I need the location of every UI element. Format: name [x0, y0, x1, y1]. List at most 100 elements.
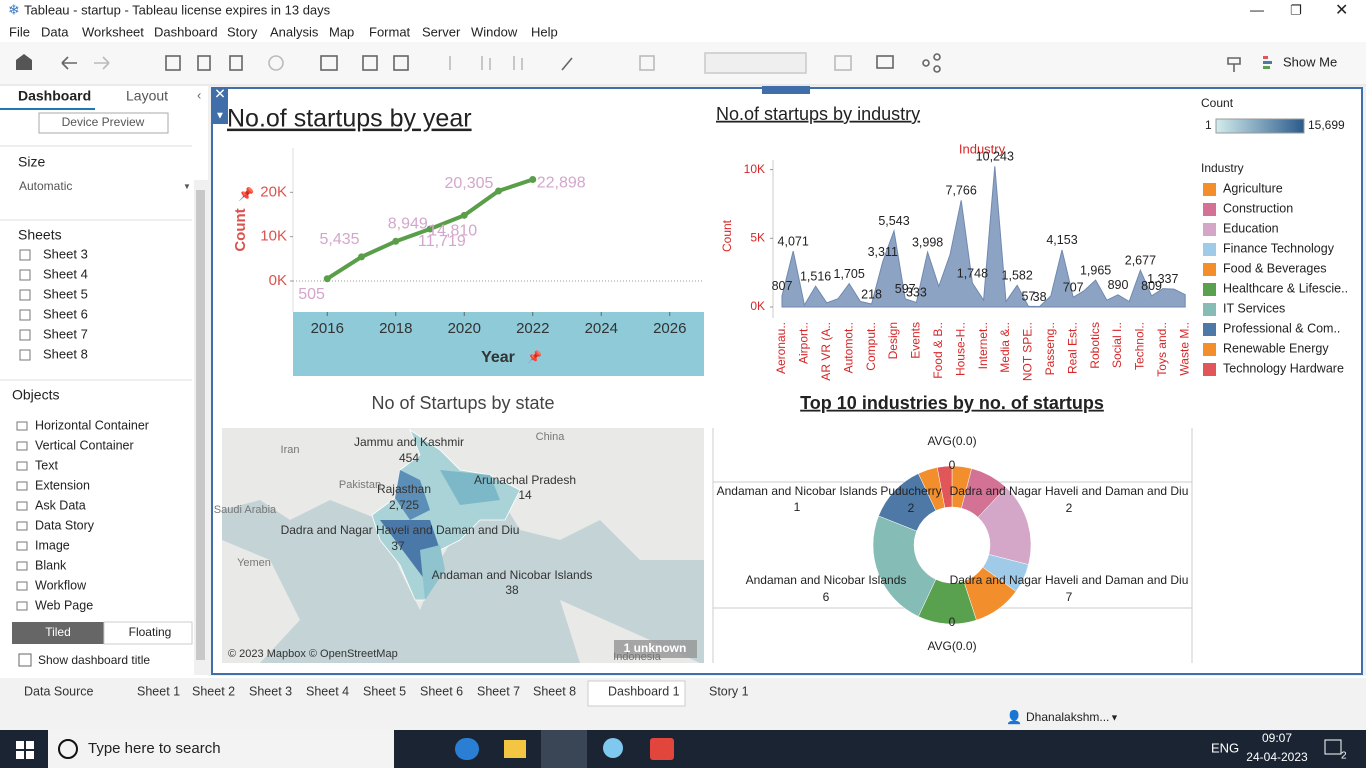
menu-item[interactable]: Worksheet — [82, 24, 144, 39]
legend-swatch — [1203, 243, 1216, 256]
sheet-item[interactable]: Sheet 3 — [43, 246, 88, 261]
sheet-item[interactable]: Sheet 7 — [43, 326, 88, 341]
sheet-item[interactable]: Sheet 4 — [43, 266, 88, 281]
menu-item[interactable]: Analysis — [270, 24, 319, 39]
active-tab[interactable] — [587, 680, 686, 707]
menu-item[interactable]: File — [9, 24, 30, 39]
data-label: 20,305 — [445, 175, 494, 192]
pin[interactable]: 📌 — [238, 185, 254, 201]
x-tick-label: Passeng.. — [1043, 322, 1057, 375]
x-tick-label: 2020 — [448, 320, 481, 337]
tab[interactable]: Sheet 2 — [192, 684, 235, 698]
sheet-icon — [19, 349, 31, 361]
search-box[interactable]: Type here to search — [88, 740, 221, 757]
object-item[interactable]: Workflow — [35, 578, 87, 592]
layout-mode[interactable]: Floating — [129, 625, 172, 639]
restore[interactable]: ❐ — [1290, 2, 1302, 17]
x-tick-label: Social I.. — [1110, 322, 1124, 368]
annotation: 2 — [908, 501, 915, 515]
menu-item[interactable]: Story — [227, 24, 258, 39]
x-tick-label: 2018 — [379, 320, 412, 337]
y-axis-title: Count — [232, 208, 249, 251]
device-preview[interactable]: Device Preview — [62, 115, 145, 129]
sheet-icon — [19, 269, 31, 281]
menu-item[interactable]: Map — [329, 24, 354, 39]
data-label: 1,582 — [1002, 269, 1033, 283]
tiled-button[interactable] — [12, 622, 104, 644]
language[interactable]: ENG — [1211, 740, 1239, 755]
unknown-indicator[interactable]: 1 unknown — [624, 641, 687, 655]
map-value: 37 — [391, 539, 405, 553]
menu-item[interactable]: Format — [369, 24, 411, 39]
data-label: 505 — [298, 286, 325, 303]
tab[interactable]: Sheet 8 — [533, 684, 576, 698]
floating-button[interactable] — [103, 621, 193, 645]
sheet-item[interactable]: Sheet 5 — [43, 286, 88, 301]
checkbox[interactable] — [18, 653, 32, 667]
clock-date[interactable]: 24-04-2023 — [1246, 750, 1308, 764]
object-icon — [16, 581, 28, 591]
object-item[interactable]: Blank — [35, 558, 67, 572]
size-dropdown[interactable]: Automatic — [19, 179, 72, 193]
window-title: Tableau - startup - Tableau license expi… — [24, 2, 331, 17]
object-item[interactable]: Extension — [35, 478, 90, 492]
tab[interactable]: Sheet 3 — [249, 684, 292, 698]
menu-item[interactable]: Help — [531, 24, 558, 39]
annotation: AVG(0.0) — [927, 639, 976, 653]
pie-slice — [936, 465, 953, 508]
x-tick-label: House-H.. — [953, 322, 967, 376]
chart-title: No.of startups by industry — [716, 104, 920, 124]
minimize[interactable]: — — [1250, 2, 1264, 18]
object-item[interactable]: Text — [35, 458, 58, 472]
object-item[interactable]: Data Story — [35, 518, 95, 532]
layout-mode[interactable]: Tiled — [45, 625, 71, 639]
x-tick-label: Food & B.. — [931, 322, 945, 379]
object-item[interactable]: Web Page — [35, 598, 93, 612]
show-me[interactable]: Show Me — [1283, 54, 1337, 69]
tab[interactable]: Sheet 7 — [477, 684, 520, 698]
menu-item[interactable]: Window — [471, 24, 518, 39]
x-tick-label: Aeronau.. — [774, 322, 788, 374]
tab[interactable]: Data Source — [24, 684, 94, 698]
sheet-item[interactable]: Sheet 6 — [43, 306, 88, 321]
tab[interactable]: Sheet 1 — [137, 684, 180, 698]
object-item[interactable]: Horizontal Container — [35, 418, 149, 432]
legend-label: IT Services — [1223, 301, 1285, 315]
y-tick-label: 5K — [750, 230, 765, 244]
legend-swatch — [1203, 283, 1216, 296]
object-icon — [16, 561, 28, 571]
menu-item[interactable]: Server — [422, 24, 461, 39]
object-item[interactable]: Image — [35, 538, 70, 552]
clock-time[interactable]: 09:07 — [1262, 731, 1292, 745]
panel-tab[interactable]: Layout — [126, 88, 168, 104]
user[interactable]: Dhanalakshm... — [1026, 710, 1109, 724]
tab[interactable]: Sheet 4 — [306, 684, 349, 698]
svg-text:▼: ▼ — [183, 182, 191, 191]
menu-item[interactable]: Data — [41, 24, 69, 39]
panel-tab[interactable]: Dashboard — [18, 88, 91, 104]
object-item[interactable]: Vertical Container — [35, 438, 134, 452]
data-label: 333 — [906, 286, 927, 300]
object-icon — [16, 441, 28, 451]
y-tick-label: 10K — [260, 228, 287, 245]
tab[interactable]: Dashboard 1 — [608, 684, 680, 698]
data-label: 5,435 — [320, 231, 360, 248]
data-label: 11,719 — [418, 233, 466, 250]
tab[interactable]: Sheet 5 — [363, 684, 406, 698]
x-tick-label: Internet.. — [976, 322, 990, 369]
tab[interactable]: Story 1 — [709, 684, 749, 698]
menu-item[interactable]: Dashboard — [154, 24, 218, 39]
checkbox-label[interactable]: Show dashboard title — [38, 653, 150, 667]
sheet-item[interactable]: Sheet 8 — [43, 346, 88, 361]
notification-count[interactable]: 2 — [1341, 751, 1347, 762]
device-preview-button[interactable] — [38, 112, 169, 134]
close[interactable]: ✕ — [1335, 2, 1348, 19]
data-label: 4,071 — [778, 234, 809, 248]
sheet-icon — [19, 289, 31, 301]
legend-label: Food & Beverages — [1223, 261, 1327, 275]
data-label: 1,516 — [800, 269, 831, 283]
tab[interactable]: Sheet 6 — [420, 684, 463, 698]
svg-text:👤: 👤 — [1006, 709, 1022, 724]
x-tick-label: 2022 — [516, 320, 549, 337]
object-item[interactable]: Ask Data — [35, 498, 86, 512]
